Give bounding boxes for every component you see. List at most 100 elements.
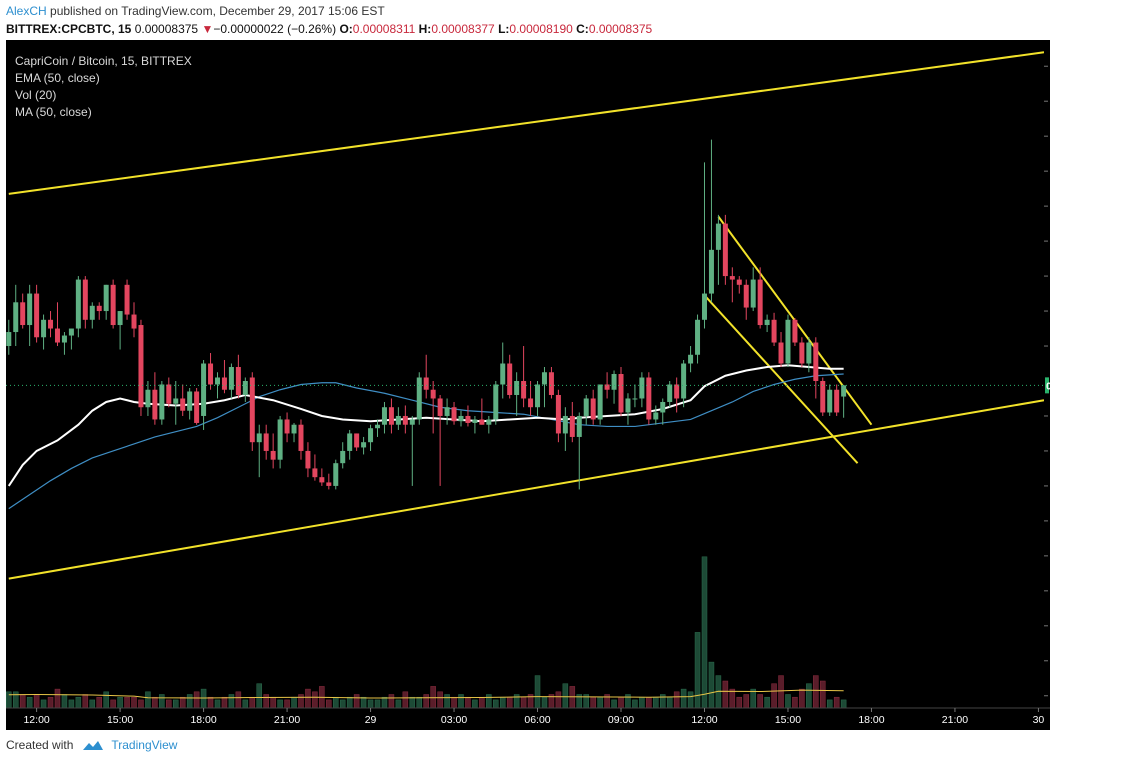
tradingview-cloud-icon [83,741,104,750]
candle-body [479,419,485,425]
volume-bar [360,696,367,709]
candle-body [785,319,791,364]
candle-body [82,279,88,320]
candle-body [347,433,353,451]
candle-body [159,384,165,420]
volume-bar [451,696,457,709]
candle-body [715,223,721,250]
volume-bar [799,688,805,709]
volume-bar [298,694,304,709]
candle-body [235,367,241,395]
volume-bar [757,694,763,709]
author-link[interactable]: AlexCH [6,4,47,18]
volume-bar [632,699,638,709]
chart-legend: CapriCoin / Bitcoin, 15, BITTREX EMA (50… [15,53,192,121]
candle-body [688,354,694,364]
volume-bar [291,696,297,709]
volume-bar [785,694,791,709]
candle-body [667,384,673,402]
volume-bar [214,699,221,709]
y-axis[interactable]: 0.000102000.000100000.000098000.00009600… [1044,40,1050,730]
candle-body [388,407,394,425]
legend-vol[interactable]: Vol (20) [15,88,57,102]
volume-bar [374,699,381,709]
candle-body [750,279,756,308]
volume-bar [353,694,360,709]
candle-body [89,305,95,320]
legend-ema[interactable]: EMA (50, close) [15,71,100,85]
x-tick-label: 15:00 [775,714,801,726]
volume-bar [486,694,492,709]
x-axis[interactable]: 12:00 15:00 18:00 21:00 29 03:00 06:00 09:00 12:… [6,707,1050,730]
candle-body [625,398,631,413]
candle-body [695,319,701,355]
candle-body [729,276,735,280]
candle-body [103,284,109,312]
candle-body [354,433,360,448]
publish-line: AlexCH published on TradingView.com, Dec… [6,4,385,18]
tradingview-link[interactable]: TradingView [111,738,178,752]
candle-body [96,305,102,312]
channel-upper-line [8,51,1045,195]
volume-bar [333,696,339,709]
candle-body [521,380,527,399]
volume-bar [263,694,269,709]
candle-body [375,424,381,429]
x-tick-label: 15:00 [107,714,133,726]
candle-body [674,384,680,399]
x-tick-label: 18:00 [858,714,884,726]
candle-body [834,389,840,413]
low-label: L: [498,22,510,36]
volume-bar [562,683,569,709]
candle-body [124,284,130,315]
volume-bar [423,694,429,709]
candle-body [507,363,513,395]
volume-bar [833,696,840,709]
volume-bar [520,696,527,709]
volume-bar [437,691,443,709]
candle-body [291,424,297,434]
candle-body [395,415,401,425]
candle-body [368,428,374,443]
open-label: O: [339,22,353,36]
chart-area[interactable]: 0.000102000.000100000.000098000.00009600… [6,40,1050,730]
candle-body [249,377,255,443]
candle-body [764,319,770,326]
candle-body [138,325,144,408]
volume-bar [611,699,617,709]
x-tick-label: 21:00 [942,714,968,726]
volume-bar [444,694,450,709]
volume-bar [138,699,144,709]
candle-body [541,372,547,385]
volume-bar [840,699,847,709]
candle-body [548,372,554,395]
volume-bar [124,696,130,709]
candle-body [576,415,582,437]
candle-body [528,398,534,408]
candle-body [611,374,617,390]
footer: Created with TradingView [6,738,177,752]
candle-body [319,477,325,483]
candle-body [48,319,54,329]
volume-bar [813,675,819,709]
candle-body [771,319,777,343]
candle-body [535,384,541,408]
legend-ma[interactable]: MA (50, close) [15,105,92,119]
open-value: 0.00008311 [352,22,416,36]
volume-bar [6,691,12,709]
ma-polyline [8,373,844,510]
volume-bar [68,699,75,709]
price-chart[interactable]: 0.000102000.000100000.000098000.00009600… [6,40,1050,730]
candle-body [270,450,276,460]
candle-body [41,319,47,338]
candle-body [841,385,847,397]
x-tick-label: 21:00 [274,714,300,726]
candle-body [409,419,415,425]
candle-body [187,391,193,411]
candle-body [61,335,67,343]
volume-bar [806,683,812,709]
volume-bar [256,683,262,709]
volume-bar [19,694,26,709]
volume-bar [792,696,798,709]
candle-body [242,380,248,395]
